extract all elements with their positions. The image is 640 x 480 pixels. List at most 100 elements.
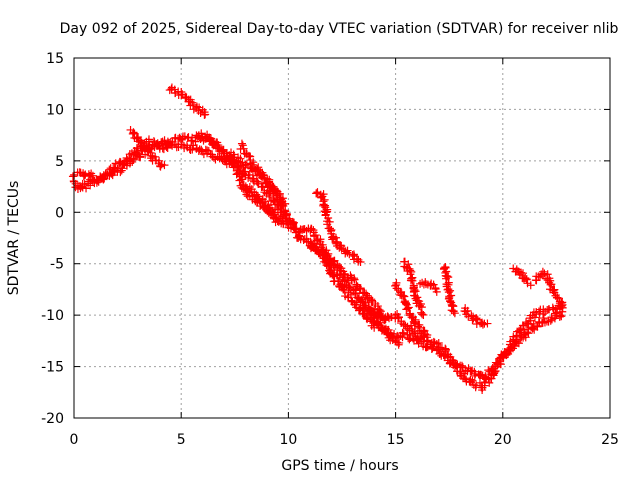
series-trace-12	[400, 257, 428, 319]
data-point	[470, 371, 479, 380]
chart-title: Day 092 of 2025, Sidereal Day-to-day VTE…	[60, 21, 619, 37]
data-point	[399, 329, 408, 338]
data-point	[82, 184, 91, 193]
data-point	[491, 367, 500, 376]
data-point	[546, 316, 555, 325]
data-point	[99, 175, 108, 184]
grid-lines	[74, 58, 610, 418]
data-point	[556, 302, 565, 311]
data-point	[239, 144, 248, 153]
data-point	[151, 152, 160, 161]
data-point	[411, 287, 420, 296]
data-point	[188, 133, 197, 142]
data-point	[558, 303, 567, 312]
data-point	[419, 337, 428, 346]
data-point	[415, 301, 424, 310]
data-point	[231, 162, 240, 171]
data-point	[352, 298, 361, 307]
data-point	[68, 172, 77, 181]
y-tick-label: 5	[55, 154, 64, 170]
data-point	[404, 303, 413, 312]
series-trace-14	[439, 263, 459, 318]
x-tick-label: 10	[279, 432, 297, 448]
data-point	[538, 267, 547, 276]
data-point	[321, 249, 330, 258]
data-point	[213, 153, 222, 162]
data-point	[88, 171, 97, 180]
y-tick-label: 15	[46, 51, 64, 67]
data-point	[188, 145, 197, 154]
data-point	[440, 351, 449, 360]
data-point	[436, 349, 445, 358]
data-point	[468, 376, 477, 385]
data-point	[381, 315, 390, 324]
y-tick-label: -10	[41, 308, 64, 324]
data-point	[376, 318, 385, 327]
data-point	[325, 254, 334, 263]
data-point	[160, 161, 169, 170]
data-point	[547, 280, 556, 289]
series-trace-16	[509, 264, 535, 290]
data-point	[379, 313, 388, 322]
data-point	[515, 326, 524, 335]
data-point	[191, 137, 200, 146]
series-trace-10	[360, 301, 404, 349]
x-tick-label: 20	[494, 432, 512, 448]
y-tick-label: 0	[55, 205, 64, 221]
x-tick-label: 15	[387, 432, 405, 448]
data-point	[446, 297, 455, 306]
data-point	[329, 271, 338, 280]
data-point	[387, 313, 396, 322]
x-tick-label: 25	[601, 432, 619, 448]
data-point	[350, 275, 359, 284]
data-point	[457, 361, 466, 370]
data-point	[557, 312, 566, 321]
data-point	[449, 307, 458, 316]
data-point	[460, 369, 469, 378]
x-axis-label: GPS time / hours	[281, 458, 398, 474]
data-point	[515, 267, 524, 276]
data-point	[392, 284, 401, 293]
series-trace-8	[312, 188, 365, 266]
data-point	[93, 176, 102, 185]
data-point	[238, 141, 247, 150]
data-point	[522, 275, 531, 284]
x-tick-labels: 0 5 10 15 20 25	[70, 432, 619, 448]
data-point	[348, 250, 357, 259]
data-point	[415, 336, 424, 345]
data-point	[394, 340, 403, 349]
data-point	[463, 306, 472, 315]
series-trace-9	[305, 237, 390, 324]
x-tick-label: 5	[177, 432, 186, 448]
data-point	[254, 192, 263, 201]
series-trace-4	[165, 83, 210, 119]
data-point	[217, 146, 226, 155]
data-point	[123, 155, 132, 164]
data-point	[352, 280, 361, 289]
data-point	[343, 248, 352, 257]
data-point	[521, 274, 530, 282]
data-point	[209, 153, 218, 162]
data-point	[362, 314, 371, 323]
data-point	[241, 182, 250, 191]
data-point	[432, 287, 441, 296]
data-point	[376, 307, 385, 316]
data-point	[136, 136, 145, 145]
data-point	[523, 320, 532, 329]
data-point	[324, 213, 333, 222]
data-point	[284, 223, 293, 232]
data-point	[526, 281, 535, 290]
data-point	[404, 260, 413, 269]
data-point	[451, 359, 460, 368]
data-point	[278, 215, 287, 224]
data-point	[278, 194, 287, 203]
data-point	[320, 251, 329, 260]
y-tick-label: -5	[50, 257, 64, 273]
data-point	[339, 269, 348, 278]
data-point	[281, 199, 290, 208]
data-point	[210, 138, 219, 147]
data-point	[418, 310, 427, 319]
data-point	[306, 237, 315, 246]
data-point	[356, 257, 365, 266]
data-point	[160, 136, 169, 145]
